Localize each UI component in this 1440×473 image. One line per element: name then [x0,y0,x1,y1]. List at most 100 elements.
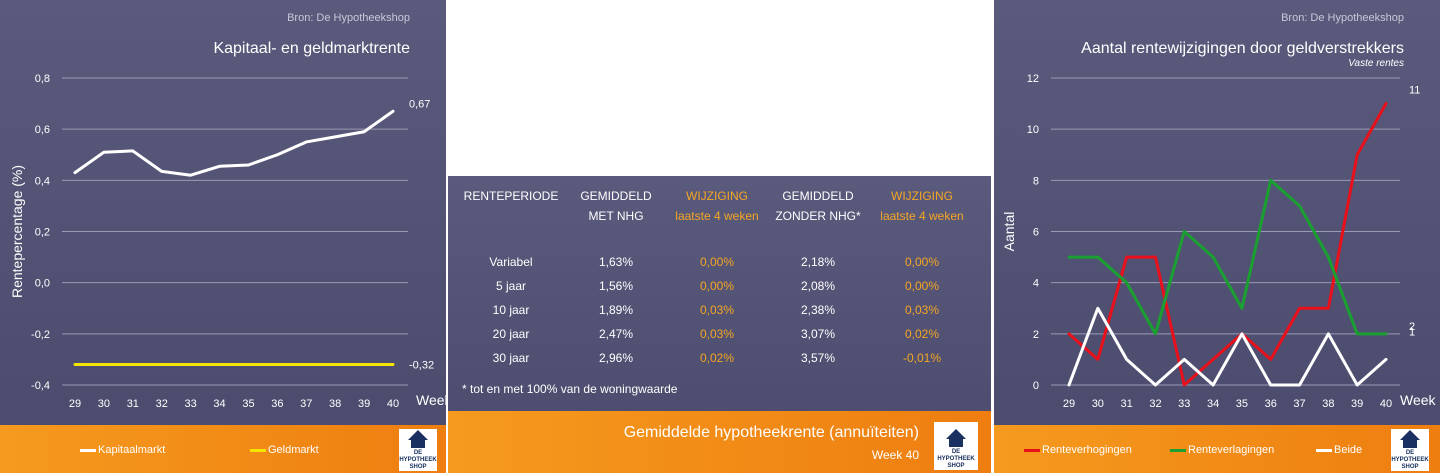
x-axis-label: Week [416,392,446,408]
y-tick-label: 0,8 [35,73,50,85]
house-icon [946,429,966,439]
legend-label: Renteverhogingen [1042,444,1132,456]
table-cell: 0,03% [699,327,735,341]
table-cell: 0,00% [699,255,735,269]
x-tick-label: 33 [185,398,197,410]
x-tick-label: 35 [242,398,254,410]
legend-label: Renteverlagingen [1188,444,1275,456]
table-body: Variabel 1,63% 0,00% 2,18% 0,00% 5 jaar 1,56% 0… [456,250,983,370]
x-tick-label: 29 [69,398,81,410]
y-tick-label: 2 [1033,329,1039,341]
chart-source: Bron: De Hypotheekshop [287,12,410,24]
hypotheekshop-logo: DE HYPOTHEEK SHOP [399,429,437,471]
y-tick-label: 0,2 [35,227,50,239]
table-cell: 2,47% [598,327,634,341]
table-cell: 10 jaar [492,303,530,317]
table-cell: 3,07% [800,327,836,341]
y-axis-label: Aantal [1001,212,1017,252]
table-row: Variabel 1,63% 0,00% 2,18% 0,00% [456,250,983,274]
x-tick-label: 32 [156,398,168,410]
series-line-kapitaalmarkt [73,109,395,177]
x-tick-label: 31 [1121,398,1133,410]
end-value-label: 0,67 [409,98,430,110]
header-wijziging: WIJZIGING laatste 4 weken [880,189,964,223]
y-tick-label: 8 [1033,175,1039,187]
x-tick-label: 34 [1207,398,1219,410]
legend-swatch [1316,448,1332,452]
table-cell: 0,02% [699,351,735,365]
end-value-label: 2 [1409,321,1415,333]
table-cell: 20 jaar [492,327,530,341]
table-cell: 2,08% [800,279,836,293]
table-title: Gemiddelde hypotheekrente (annuïteiten) [623,424,919,441]
legend-swatch [80,448,96,452]
table-cell: 0,00% [699,279,735,293]
legend-swatch [250,448,266,452]
x-tick-label: 31 [127,398,139,410]
legend-bar: Renteverhogingen Renteverlagingen Beide … [994,425,1440,473]
legend-bar: Kapitaalmarkt Geldmarkt DE HYPOTHEEK SHO… [0,425,446,473]
legend-item-kapitaalmarkt: Kapitaalmarkt [80,444,165,456]
end-value-label: -0,32 [409,360,434,372]
legend-label: Kapitaalmarkt [98,444,166,456]
legend-item-beide: Beide [1316,444,1362,456]
table-row: 20 jaar 2,47% 0,03% 3,07% 0,02% [456,322,983,346]
legend-item-geldmarkt: Geldmarkt [250,444,319,456]
table-row: 30 jaar 2,96% 0,02% 3,57% -0,01% [456,346,983,370]
table-cell: 0,03% [699,303,735,317]
table-header-row: RENTEPERIODE GEMIDDELD MET NHG WIJZIGING l… [456,186,983,226]
table-cell: Variabel [489,255,533,269]
x-tick-label: 32 [1149,398,1161,410]
table-title-bar: DE HYPOTHEEK SHOP [448,411,991,473]
x-tick-label: 29 [1063,398,1075,410]
mortgage-rate-table-panel: RENTEPERIODE GEMIDDELD MET NHG WIJZIGING l… [448,176,991,473]
hypotheekshop-logo: DE HYPOTHEEK SHOP [934,422,978,470]
table-cell: -0,01% [902,351,942,365]
y-tick-label: 0,4 [35,175,50,187]
x-tick-label: 37 [1293,398,1305,410]
legend-swatch [1170,448,1186,452]
y-axis-label: Rentepercentage (%) [9,165,25,298]
rate-changes-chart-panel: Bron: De Hypotheekshop Aantal rentewijzi… [994,0,1440,473]
table-cell: 1,89% [598,303,634,317]
hypotheekshop-logo: DE HYPOTHEEK SHOP [1391,429,1429,471]
table-cell: 1,56% [598,279,634,293]
x-tick-label: 40 [1380,398,1392,410]
x-tick-label: 40 [387,398,399,410]
x-tick-label: 34 [213,398,225,410]
x-axis-label: Week [1400,392,1437,408]
table-week: Week 40 [871,448,919,462]
interest-rate-chart-panel: Bron: De Hypotheekshop Kapitaal- en geld… [0,0,446,473]
x-tick-label: 35 [1236,398,1248,410]
house-icon [408,430,428,440]
table-cell: 0,00% [904,255,940,269]
series-line-renteverlagingen [1067,178,1388,336]
y-tick-label: 0,6 [35,124,50,136]
x-tick-label: 38 [1322,398,1334,410]
y-tick-label: -0,2 [31,329,50,341]
header-renteperiode: RENTEPERIODE [463,189,559,203]
legend-item-renteverlagingen: Renteverlagingen [1170,444,1274,456]
y-tick-label: 0 [1033,380,1039,392]
y-tick-label: 6 [1033,227,1039,239]
x-tick-label: 33 [1178,398,1190,410]
table-cell: 2,96% [598,351,634,365]
chart-title: Kapitaal- en geldmarktrente [213,40,410,57]
x-tick-label: 36 [1265,398,1277,410]
table-cell: 5 jaar [495,279,527,293]
y-tick-label: 4 [1033,278,1039,290]
header-gemiddeld-zonder-nhg: GEMIDDELD ZONDER NHG* [775,189,861,223]
table-cell: 3,57% [800,351,836,365]
legend-swatch [1024,448,1040,452]
table-cell: 0,02% [904,327,940,341]
legend-label: Geldmarkt [268,444,319,456]
x-tick-label: 39 [1351,398,1363,410]
x-tick-label: 37 [300,398,312,410]
y-tick-label: 12 [1027,73,1039,85]
header-gemiddeld-met-nhg: GEMIDDELD MET NHG [580,189,652,223]
interest-rate-line-chart: 0,8 0,6 0,4 0,2 0,0 -0,2 -0,4 29 30 31 32 33 34 35 36 3… [9,73,446,410]
mortgage-rate-table: RENTEPERIODE GEMIDDELD MET NHG WIJZIGING l… [456,186,983,370]
table-footnote: * tot en met 100% van de woningwaarde [462,382,678,396]
table-cell: 2,18% [800,255,836,269]
